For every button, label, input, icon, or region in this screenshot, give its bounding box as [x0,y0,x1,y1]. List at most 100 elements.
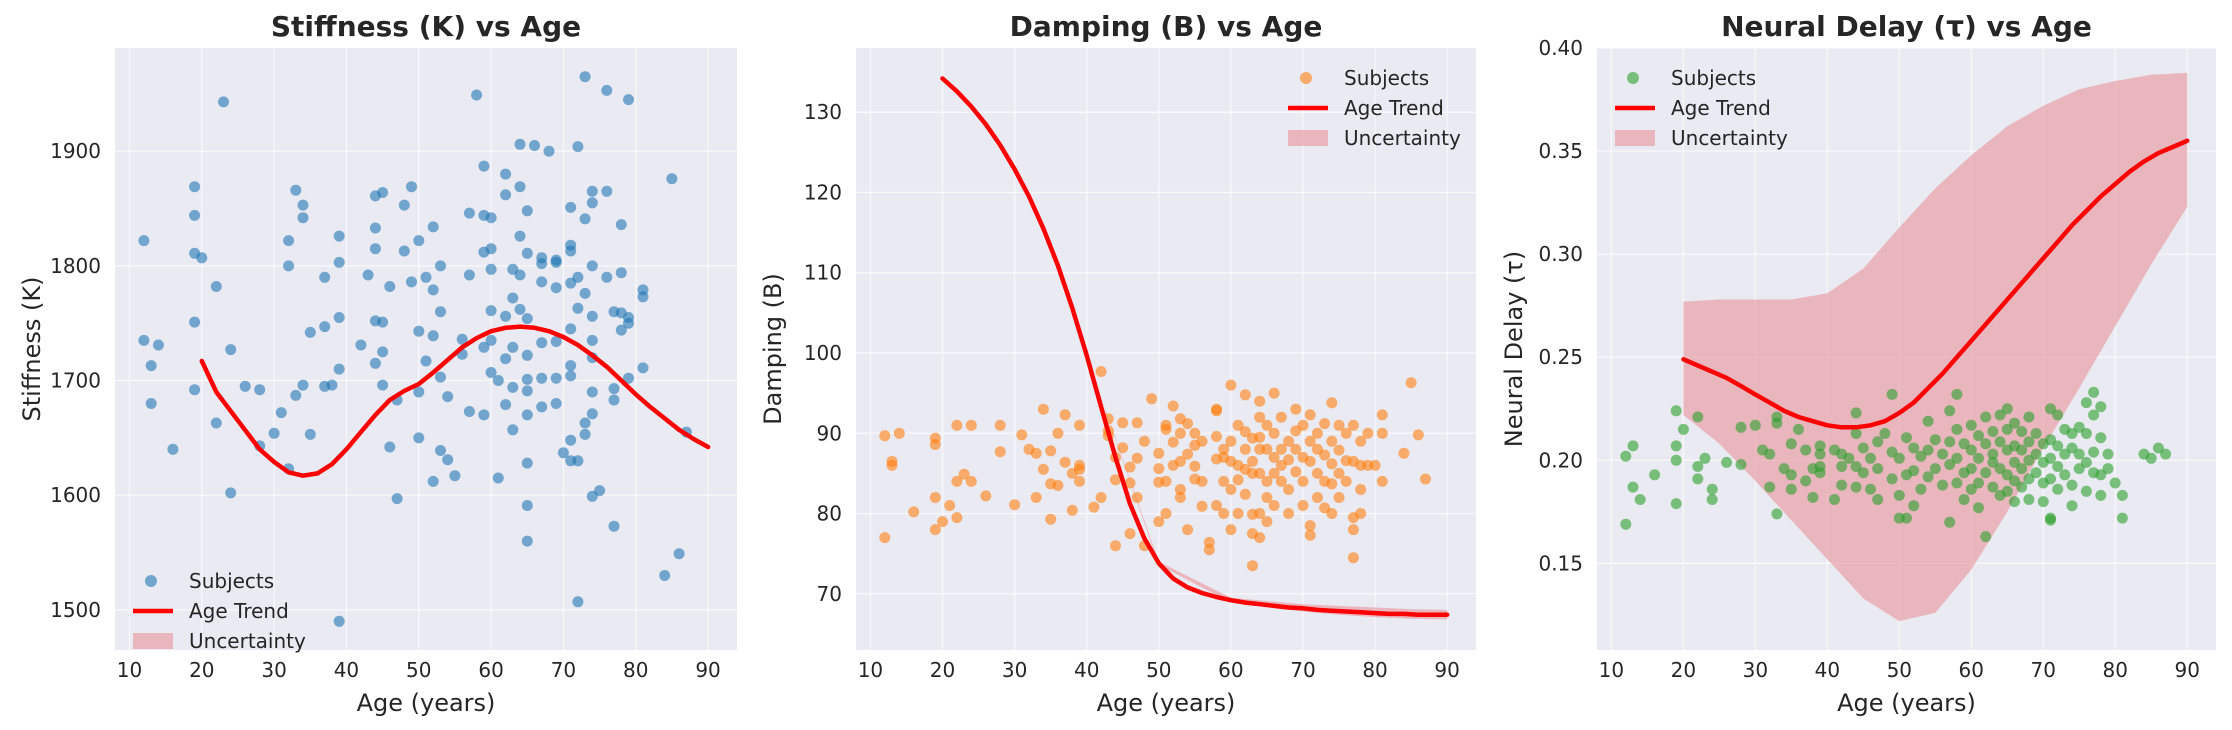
scatter-point [2052,409,2064,421]
scatter-point [1239,443,1251,455]
scatter-point [543,145,555,157]
scatter-point [958,468,970,480]
scatter-point [1973,477,1984,489]
scatter-point [1203,544,1215,556]
scatter-point [268,427,280,439]
scatter-point [572,302,584,314]
scatter-point [377,379,389,391]
scatter-point [485,212,497,224]
scatter-point [2052,483,2064,495]
scatter-point [1059,456,1071,468]
scatter-point [1283,435,1295,447]
scatter-point [2009,456,2020,468]
y-tick-label: 1900 [50,139,101,163]
scatter-point [2066,442,2078,454]
scatter-point [1692,411,1704,423]
scatter-point [138,334,150,346]
legend-label-band: Uncertainty [189,629,306,653]
scatter-point [2073,448,2085,460]
scatter-point [2045,514,2056,526]
x-tick-label: 90 [1434,658,1459,682]
scatter-point [1836,479,1848,491]
scatter-point [521,349,533,361]
chart-panel-3: 10 20 30 40 50 60 70 80 90 0.15 0.20 0.25 0.30 0.35 0.… [1500,10,2216,717]
scatter-point [456,333,468,345]
scatter-point [283,260,295,272]
scatter-point [1987,456,1999,468]
scatter-point [333,256,345,268]
scatter-point [1908,500,1920,512]
scatter-point [290,389,302,401]
scatter-point [435,306,446,318]
scatter-point [1850,481,1862,493]
legend-marker-band [1615,130,1655,146]
x-axis-label: Age (years) [1837,689,1976,717]
scatter-point [1153,463,1165,475]
scatter-point [1398,447,1410,459]
x-tick-label: 40 [1074,658,1099,682]
scatter-point [1958,494,1970,505]
scatter-point [1232,474,1244,486]
scatter-point [1944,459,1956,470]
scatter-point [2045,403,2056,415]
scatter-point [485,263,497,275]
scatter-point [333,615,345,627]
scatter-point [442,391,454,403]
scatter-point [1319,449,1331,461]
scatter-point [1670,440,1682,452]
scatter-point [1980,411,1992,423]
scatter-point [1879,428,1891,439]
scatter-point [152,339,164,351]
scatter-point [586,386,598,398]
scatter-point [2052,461,2064,472]
scatter-point [2059,469,2071,481]
scatter-point [1030,447,1042,459]
scatter-point [615,267,627,279]
scatter-point [1146,393,1158,405]
scatter-point [1937,479,1948,491]
scatter-point [1037,403,1049,415]
scatter-point [586,260,598,272]
scatter-point [377,187,389,198]
scatter-point [1304,520,1316,532]
y-tick-label: 0.25 [1538,345,1583,369]
scatter-point [965,475,977,487]
scatter-point [521,373,533,385]
y-tick-label: 70 [817,582,842,606]
legend-marker-subjects [145,575,157,587]
scatter-point [1994,463,2006,475]
x-tick-label: 60 [478,658,503,682]
y-tick-label: 90 [817,421,842,445]
scatter-point [189,316,201,328]
legend-label-trend: Age Trend [1671,96,1771,120]
scatter-point [1800,475,1812,487]
scatter-point [369,243,381,255]
y-tick-label: 120 [804,180,842,204]
scatter-point [572,271,584,283]
scatter-point [1290,466,1302,478]
scatter-point [1829,494,1840,505]
scatter-point [2080,485,2092,497]
scatter-point [1764,448,1776,460]
scatter-point [1160,423,1172,435]
scatter-point [2088,386,2100,398]
x-tick-label: 80 [623,658,648,682]
scatter-point [565,201,577,213]
scatter-point [929,439,941,450]
scatter-point [1124,461,1136,473]
scatter-point [2080,428,2092,439]
scatter-point [994,419,1006,431]
x-tick-label: 20 [930,658,955,682]
plot-area [115,48,737,650]
scatter-point [1872,494,1884,505]
scatter-point [1261,443,1273,455]
scatter-point [1420,473,1431,485]
scatter-point [659,570,671,581]
scatter-point [886,459,898,471]
scatter-point [1951,477,1963,489]
scatter-point [572,141,584,153]
scatter-point [1326,458,1338,470]
scatter-point [1944,516,1956,528]
scatter-point [406,276,417,288]
